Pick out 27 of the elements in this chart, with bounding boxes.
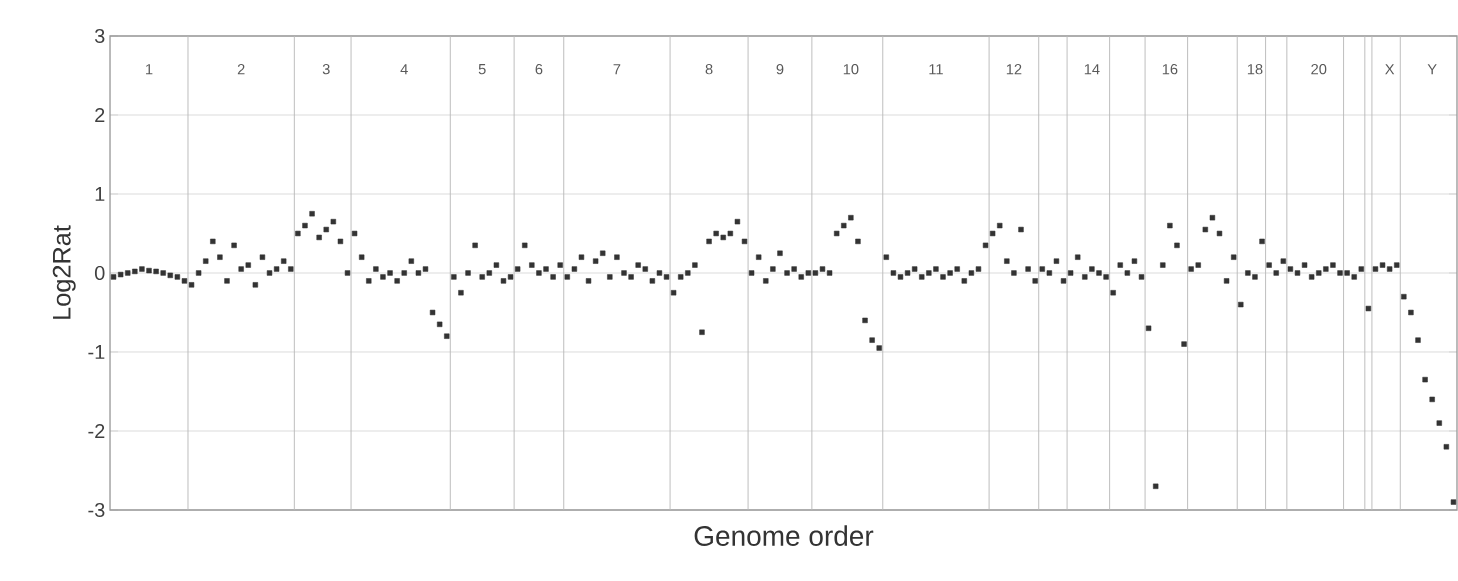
x-tick-label: 9 (776, 63, 784, 75)
x-tick-label: 8 (705, 63, 713, 75)
x-tick-label: 10 (843, 63, 859, 75)
y-tick-label: 0 (94, 265, 105, 281)
x-tick-label: 16 (1162, 63, 1178, 75)
x-tick-label: 1 (146, 64, 153, 75)
x-axis-title: Genome order (694, 525, 874, 546)
x-tick-label: 2 (237, 64, 245, 75)
x-tick-label: X (1385, 64, 1395, 75)
x-tick-label: 18 (1247, 63, 1263, 75)
x-tick-label: 6 (535, 63, 543, 75)
x-tick-label: 11 (929, 64, 943, 75)
x-tick-label: Y (1427, 64, 1437, 75)
x-tick-label: 14 (1084, 64, 1100, 75)
x-tick-label: 7 (613, 64, 621, 75)
x-tick-label: 5 (478, 64, 486, 75)
y-tick-label: 3 (94, 28, 105, 44)
x-tick-label: 12 (1006, 64, 1022, 75)
x-tick-label: 3 (322, 63, 330, 75)
x-tick-label: 4 (400, 64, 408, 75)
y-tick-label: -2 (88, 424, 105, 438)
y-tick-label: 2 (95, 108, 105, 122)
y-tick-label: 1 (95, 187, 105, 201)
y-tick-label: -3 (88, 502, 105, 518)
y-axis-title: Log2Rat (52, 225, 76, 319)
y-tick-label: -1 (88, 345, 105, 359)
x-tick-label: 20 (1311, 63, 1327, 75)
